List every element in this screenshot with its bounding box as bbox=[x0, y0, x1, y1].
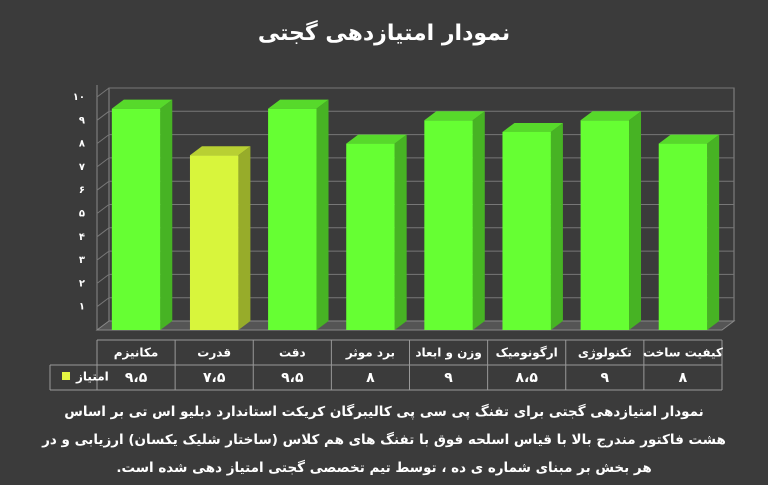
y-tick-label: ۴ bbox=[79, 232, 85, 243]
value-label: ۸،۵ bbox=[515, 370, 538, 386]
caption-line: هشت فاکتور مندرج بالا با قیاس اسلحه فوق … bbox=[42, 432, 726, 448]
value-label: ۹،۵ bbox=[281, 370, 304, 386]
bar-top bbox=[658, 134, 720, 144]
bar-side bbox=[238, 146, 251, 330]
bar bbox=[658, 143, 708, 330]
x-tick-label: ارگونومیک bbox=[496, 346, 558, 361]
bar-side bbox=[472, 111, 485, 330]
caption: نمودار امتیازدهی گجتی برای تفنگ پی سی پی… bbox=[0, 398, 768, 482]
bar-top bbox=[424, 111, 485, 121]
x-tick-label: مکانیزم bbox=[114, 346, 159, 361]
bar-side bbox=[394, 134, 407, 330]
legend-key bbox=[62, 372, 70, 380]
x-tick-label: تکنولوژی bbox=[578, 346, 632, 361]
bar-side bbox=[316, 99, 329, 331]
y-tick-label: ۳ bbox=[79, 255, 85, 266]
bar bbox=[580, 120, 630, 330]
bar-top bbox=[111, 99, 173, 109]
y-tick-label: ۷ bbox=[79, 162, 85, 173]
bar bbox=[268, 108, 317, 331]
x-tick-label: وزن و ابعاد bbox=[415, 346, 481, 361]
value-label: ۸ bbox=[366, 370, 375, 386]
value-label: ۹ bbox=[444, 370, 453, 386]
bar-top bbox=[346, 134, 407, 144]
bar bbox=[189, 155, 239, 330]
x-tick-label: دقت bbox=[279, 346, 306, 360]
y-tick-label: ۱۰ bbox=[73, 92, 85, 103]
x-tick-label: قدرت bbox=[197, 346, 231, 360]
y-tick-label: ۹ bbox=[79, 115, 85, 126]
value-label: ۷،۵ bbox=[203, 370, 226, 386]
chart-title: نمودار امتیازدهی گجتی bbox=[258, 19, 510, 46]
chart: نمودار امتیازدهی گجتی ۱ ۲ ۳ ۴ ۵ ۶ ۷ ۸ ۹ ۱۰ امتیاز م… bbox=[49, 19, 736, 391]
y-tick-label: ۸ bbox=[79, 139, 85, 150]
bar-top bbox=[502, 122, 563, 132]
value-label: ۹،۵ bbox=[125, 370, 148, 386]
y-tick-label: ۲ bbox=[79, 278, 85, 289]
bar-top bbox=[189, 146, 251, 156]
bar bbox=[111, 108, 161, 331]
bar bbox=[346, 143, 395, 330]
legend-label: امتیاز bbox=[75, 370, 109, 384]
bar bbox=[502, 131, 551, 330]
y-tick-label: ۶ bbox=[79, 185, 85, 196]
bar-side bbox=[160, 99, 173, 331]
caption-line: نمودار امتیازدهی گجتی برای تفنگ پی سی پی… bbox=[64, 404, 704, 420]
caption-line: هر بخش بر مبنای شماره ی ده ، توسط تیم تخ… bbox=[116, 460, 652, 476]
bar-side bbox=[707, 134, 720, 330]
grid-line bbox=[96, 87, 734, 98]
x-tick-label: کیفیت ساخت bbox=[643, 346, 723, 360]
x-tick-label: برد موثر bbox=[345, 346, 395, 361]
bar bbox=[424, 120, 473, 330]
grid-line bbox=[96, 110, 734, 121]
bar-top bbox=[268, 99, 329, 109]
bar-side bbox=[550, 122, 563, 330]
value-label: ۹ bbox=[601, 370, 610, 386]
y-tick-label: ۱ bbox=[79, 302, 85, 313]
y-tick-label: ۵ bbox=[79, 209, 85, 220]
bar-side bbox=[629, 111, 642, 330]
bar-top bbox=[580, 111, 642, 121]
value-label: ۸ bbox=[679, 370, 688, 386]
